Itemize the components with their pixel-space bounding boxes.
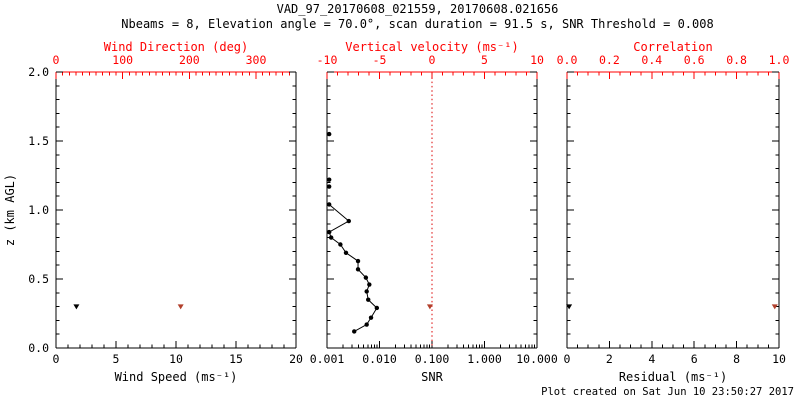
svg-text:6: 6 [691,352,698,366]
series-correlation [771,304,778,310]
svg-text:5: 5 [481,53,488,67]
panel-snr: 0.001 0.010 0.100 1.000 10.000 SNR -10 -5 0 5 10 Ve… [310,40,558,384]
svg-text:Wind Direction (deg): Wind Direction (deg) [104,40,249,54]
svg-text:0.6: 0.6 [684,53,705,67]
svg-text:Vertical velocity (ms⁻¹): Vertical velocity (ms⁻¹) [345,40,518,54]
svg-text:2.0: 2.0 [28,65,49,79]
svg-text:0.010: 0.010 [362,352,397,366]
svg-text:Residual (ms⁻¹): Residual (ms⁻¹) [619,370,727,384]
svg-text:20: 20 [289,352,303,366]
series-wind-direction [177,304,184,310]
svg-text:15: 15 [229,352,243,366]
svg-text:0: 0 [53,352,60,366]
svg-text:100: 100 [112,53,133,67]
svg-text:200: 200 [179,53,200,67]
svg-text:300: 300 [246,53,267,67]
wind-bottom-axis: 0 5 10 15 20 Wind Speed (ms⁻¹) [53,341,303,384]
svg-text:10: 10 [772,352,786,366]
svg-text:0.8: 0.8 [726,53,747,67]
svg-text:1.5: 1.5 [28,134,49,148]
plot-subtitle: Nbeams = 8, Elevation angle = 70.0°, sca… [121,17,714,31]
snr-bottom-axis: 0.001 0.010 0.100 1.000 10.000 SNR [310,341,558,384]
svg-text:2: 2 [606,352,613,366]
plot-footer-timestamp: Plot created on Sat Jun 10 23:50:27 2017 [541,386,794,398]
svg-text:SNR: SNR [421,370,443,384]
svg-text:1.0: 1.0 [28,203,49,217]
svg-text:1.000: 1.000 [467,352,502,366]
series-residual [566,304,573,310]
svg-text:0.001: 0.001 [310,352,345,366]
series-wind-speed [73,304,80,310]
snr-y-axis [327,71,537,349]
series-snr-isolated [326,131,332,189]
residual-frame [566,71,780,349]
svg-text:0.2: 0.2 [599,53,620,67]
svg-text:5: 5 [113,352,120,366]
wind-frame [55,71,297,349]
y-axis-title: z (km AGL) [3,174,17,246]
svg-text:0.100: 0.100 [415,352,450,366]
plot-title: VAD_97_20170608_021559, 20170608.021656 [276,2,559,16]
series-snr-profile [326,202,380,334]
svg-text:0: 0 [564,352,571,366]
wind-y-axis: 0.0 0.5 1.0 1.5 2.0 z (km AGL) [3,65,296,355]
svg-text:Correlation: Correlation [633,40,712,54]
svg-text:0.4: 0.4 [641,53,662,67]
panel-wind: 0 5 10 15 20 Wind Speed (ms⁻¹) 0 100 200 300Wind … [3,40,303,384]
svg-text:-5: -5 [373,53,387,67]
snr-top-axis: -10 -5 0 5 10 Vertical velocity (ms⁻¹) [317,40,544,79]
svg-text:10: 10 [530,53,544,67]
series-vertical-velocity [426,304,433,310]
residual-bottom-axis: 0 2 4 6 8 10 Residual (ms⁻¹) [564,341,786,384]
svg-text:0.0: 0.0 [28,341,49,355]
svg-text:1.0: 1.0 [769,53,790,67]
svg-text:-10: -10 [317,53,338,67]
residual-y-axis [567,71,779,349]
svg-text:Wind Speed (ms⁻¹): Wind Speed (ms⁻¹) [115,370,238,384]
svg-text:10.000: 10.000 [516,352,558,366]
svg-text:0.5: 0.5 [28,272,49,286]
panel-residual: 0 2 4 6 8 10 Residual (ms⁻¹) 0.0 0.2 0.4 0.6 0.8 1.0… [557,40,790,384]
svg-text:0: 0 [429,53,436,67]
svg-text:10: 10 [169,352,183,366]
svg-text:8: 8 [733,352,740,366]
svg-text:4: 4 [648,352,655,366]
svg-text:0: 0 [53,53,60,67]
svg-text:0.0: 0.0 [557,53,578,67]
residual-top-axis: 0.0 0.2 0.4 0.6 0.8 1.0 Correlation [557,40,790,79]
